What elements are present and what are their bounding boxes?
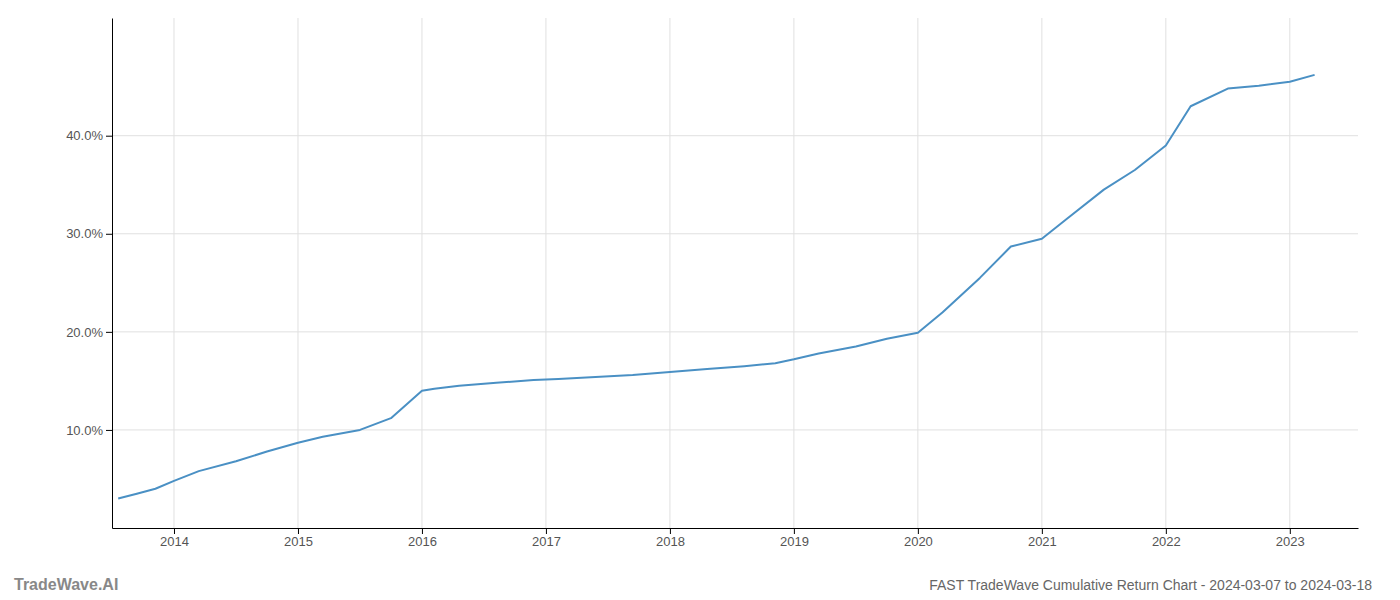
tick-mark <box>174 528 175 534</box>
tick: 20.0% <box>66 325 112 340</box>
tick-mark <box>106 234 112 235</box>
tick-label: 2014 <box>160 534 189 549</box>
grid-line <box>112 331 1358 332</box>
grid-line <box>545 18 546 528</box>
tick-mark <box>298 528 299 534</box>
grid-line <box>112 429 1358 430</box>
tick: 2023 <box>1276 528 1305 549</box>
axis-line <box>112 19 113 529</box>
tick: 10.0% <box>66 423 112 438</box>
grid <box>112 18 1358 528</box>
grid-line <box>669 18 670 528</box>
grid-line <box>917 18 918 528</box>
line <box>118 75 1314 499</box>
tick-mark <box>1042 528 1043 534</box>
tick: 2019 <box>780 528 809 549</box>
tick-label: 30.0% <box>66 226 103 241</box>
tick: 30.0% <box>66 226 112 241</box>
tick: 2018 <box>656 528 685 549</box>
tick: 2016 <box>408 528 437 549</box>
tick: 40.0% <box>66 128 112 143</box>
axis-line <box>113 528 1359 529</box>
tick-mark <box>794 528 795 534</box>
tick-mark <box>106 136 112 137</box>
plot: 2014 2015 2016 2017 2018 2019 2020 2021 2022 2023… <box>66 18 1358 549</box>
grid-line <box>421 18 422 528</box>
tick: 2015 <box>284 528 313 549</box>
tick-mark <box>918 528 919 534</box>
tick-label: 2022 <box>1152 534 1181 549</box>
tick: 2021 <box>1028 528 1057 549</box>
y-axis: 10.0% 20.0% 30.0% 40.0% <box>66 19 112 529</box>
x-axis: 2014 2015 2016 2017 2018 2019 2020 2021 2022 2023 <box>113 528 1359 549</box>
tick-label: 10.0% <box>66 423 103 438</box>
grid-line <box>1289 18 1290 528</box>
watermark: TradeWave.AI <box>14 576 118 593</box>
chart: 2014 2015 2016 2017 2018 2019 2020 2021 2022 2023… <box>0 0 1400 600</box>
tick-label: 2019 <box>780 534 809 549</box>
tick: 2022 <box>1152 528 1181 549</box>
tick-label: 2016 <box>408 534 437 549</box>
tick-label: 2020 <box>904 534 933 549</box>
tick: 2014 <box>160 528 189 549</box>
tick-mark <box>422 528 423 534</box>
grid-line <box>793 18 794 528</box>
tick-label: 2023 <box>1276 534 1305 549</box>
tick-mark <box>1166 528 1167 534</box>
tick-label: 2015 <box>284 534 313 549</box>
grid-line <box>1041 18 1042 528</box>
tick-mark <box>106 430 112 431</box>
tick-mark <box>1290 528 1291 534</box>
grid-line <box>297 18 298 528</box>
tick-label: 2021 <box>1028 534 1057 549</box>
tick-label: 2017 <box>532 534 561 549</box>
tick-label: 2018 <box>656 534 685 549</box>
tick-mark <box>106 332 112 333</box>
tick-mark <box>670 528 671 534</box>
title: FAST TradeWave Cumulative Return Chart -… <box>929 577 1372 593</box>
tick-mark <box>546 528 547 534</box>
grid-line <box>1165 18 1166 528</box>
tick-label: 40.0% <box>66 128 103 143</box>
grid-line <box>173 18 174 528</box>
tick-label: 20.0% <box>66 325 103 340</box>
tick: 2020 <box>904 528 933 549</box>
marks <box>118 75 1314 499</box>
grid-line <box>112 233 1358 234</box>
tick: 2017 <box>532 528 561 549</box>
